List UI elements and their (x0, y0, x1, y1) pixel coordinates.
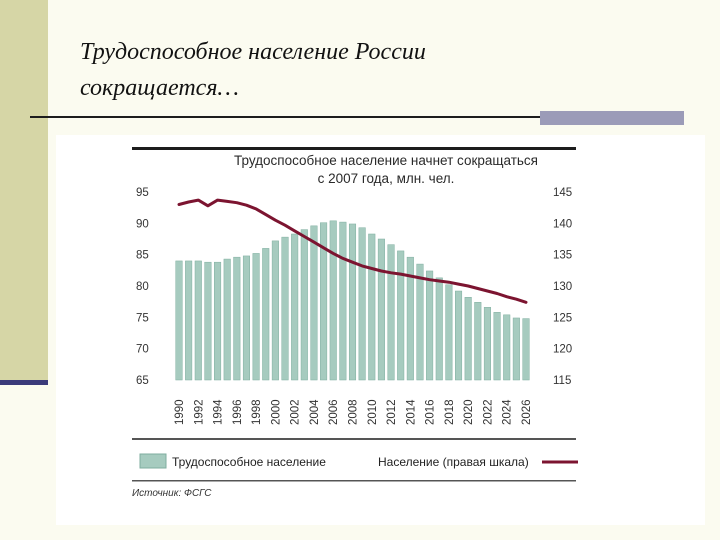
bar (233, 256, 241, 381)
left-decor-band (0, 0, 48, 385)
chart-source: Источник: ФСГС (132, 488, 212, 499)
x-tick-label: 1990 (174, 399, 186, 425)
chart-title-line-1: Трудоспособное население начнет сокращат… (234, 153, 538, 168)
bar (397, 250, 405, 381)
x-tick-label: 2000 (270, 399, 282, 425)
x-tick-label: 1996 (232, 399, 244, 425)
left-tick-label: 95 (136, 187, 149, 199)
left-decor-bar (0, 380, 48, 385)
bar (320, 222, 328, 381)
bar (455, 290, 463, 381)
legend-line-label: Население (правая шкала) (378, 455, 529, 469)
bar (512, 317, 520, 381)
bar (214, 261, 222, 381)
chart-title: Трудоспособное население начнет сокращат… (206, 152, 566, 188)
bar (291, 233, 299, 381)
left-tick-label: 65 (136, 375, 149, 387)
bar (262, 248, 270, 381)
bar (483, 307, 491, 381)
chart-card: 65 70 75 80 85 90 95 115 120 125 130 135 140 145 199… (56, 135, 705, 525)
x-tick-label: 1992 (193, 399, 205, 425)
bar (377, 238, 385, 381)
bar (493, 312, 501, 381)
right-tick-label: 125 (553, 312, 572, 324)
bar (435, 277, 443, 381)
left-tick-label: 80 (136, 281, 149, 293)
x-tick-label: 2006 (328, 399, 340, 425)
x-tick-label: 1998 (251, 399, 263, 425)
bar (358, 227, 366, 381)
bar (175, 260, 183, 381)
x-tick-label: 2008 (348, 399, 360, 425)
title-rule-accent (540, 111, 684, 125)
x-tick-label: 2018 (444, 399, 456, 425)
bar (185, 260, 193, 381)
left-tick-label: 85 (136, 250, 149, 262)
right-tick-label: 135 (553, 250, 572, 262)
title-rule (30, 116, 540, 118)
right-tick-label: 140 (553, 218, 572, 230)
bar (329, 220, 337, 381)
bar (194, 260, 202, 381)
x-tick-label: 2026 (521, 399, 533, 425)
bar (416, 263, 424, 381)
bar (223, 258, 231, 381)
bar (310, 225, 318, 381)
legend-bar-swatch (139, 453, 167, 469)
bar (474, 302, 482, 381)
slide-title-line-1: Трудоспособное население России (80, 39, 426, 65)
bar (252, 253, 260, 381)
chart-top-rule (132, 147, 576, 150)
x-tick-label: 2024 (502, 399, 514, 425)
bar (204, 261, 212, 381)
bar (300, 229, 308, 381)
bar (445, 284, 453, 381)
slide-title-line-2: сокращается… (80, 75, 239, 101)
population-line (177, 198, 528, 304)
x-tick-label: 1994 (213, 399, 225, 425)
bar (522, 318, 530, 381)
x-tick-label: 2014 (405, 399, 417, 425)
right-tick-label: 130 (553, 281, 572, 293)
legend-bar-label: Трудоспособное население (172, 455, 326, 469)
right-tick-label: 120 (553, 344, 572, 356)
right-tick-label: 145 (553, 187, 572, 199)
bar (464, 297, 472, 381)
right-tick-label: 115 (553, 375, 571, 387)
x-tick-label: 2012 (386, 399, 398, 425)
slide-title: Трудоспособное население России сокращае… (80, 34, 680, 106)
bar (339, 221, 347, 381)
left-tick-label: 90 (136, 218, 149, 230)
bar (503, 314, 511, 381)
bar (368, 233, 376, 381)
chart-bottom-rule (132, 438, 576, 440)
bar (271, 240, 279, 381)
x-tick-label: 2020 (463, 399, 475, 425)
left-tick-label: 75 (136, 312, 149, 324)
left-tick-label: 70 (136, 344, 149, 356)
chart-legend-rule (132, 480, 576, 482)
chart: 65 70 75 80 85 90 95 115 120 125 130 135 140 145 199… (132, 147, 578, 482)
x-tick-label: 2022 (482, 399, 494, 425)
bar (348, 223, 357, 381)
x-tick-label: 2010 (367, 399, 379, 425)
bar (387, 244, 395, 381)
bar (281, 236, 289, 381)
x-tick-label: 2004 (309, 399, 321, 425)
bar (426, 270, 434, 381)
chart-title-line-2: с 2007 года, млн. чел. (317, 171, 455, 186)
x-tick-label: 2016 (425, 399, 437, 425)
bar (406, 256, 414, 381)
bar (242, 255, 250, 381)
x-tick-label: 2002 (290, 399, 302, 425)
